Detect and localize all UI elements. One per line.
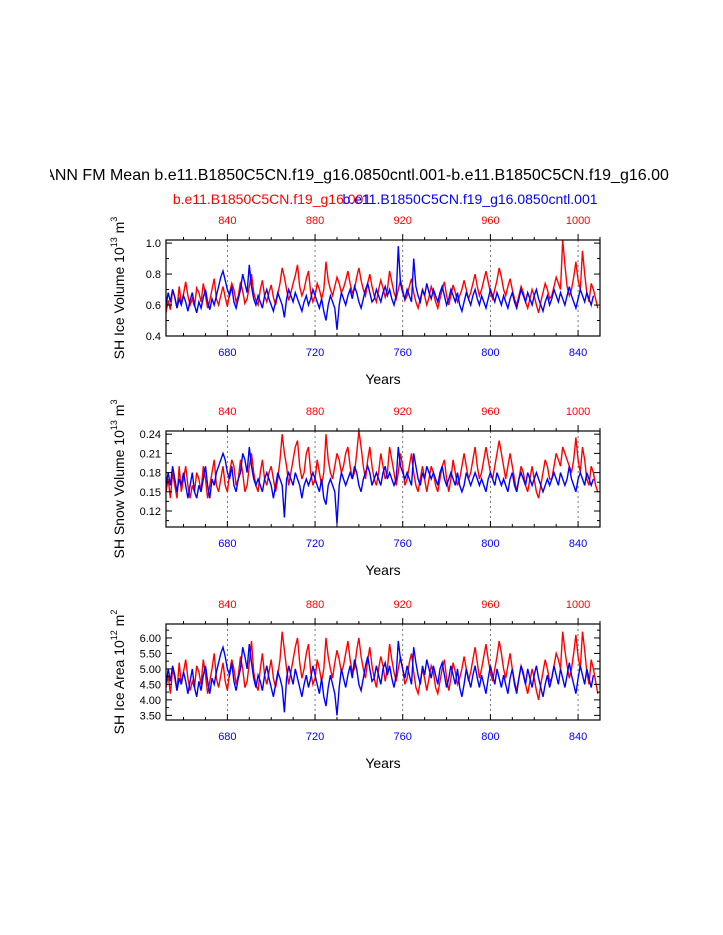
y-axis-label-part: 3 [109,400,119,405]
x-top-tick-label: 880 [306,215,324,227]
x-top-tick-label: 880 [306,599,324,611]
y-tick-label: 3.50 [140,710,161,722]
y-axis-label-part: m [111,405,127,421]
y-axis-label-part: SH Ice Area 10 [111,640,127,734]
x-bottom-tick-label: 840 [569,538,587,550]
y-axis-label: SH Snow Volume 1013 m3 [109,400,127,559]
legend-case1: b.e11.B1850C5CN.f19_g16.001 [173,191,371,207]
y-tick-label: 0.21 [140,448,161,460]
plot-frame [165,430,601,528]
y-axis-label-part: 3 [109,217,119,222]
x-top-tick-label: 880 [306,406,324,418]
x-bottom-tick-label: 840 [569,731,587,743]
x-axis-label: Years [365,755,400,771]
x-top-tick-label: 960 [481,406,499,418]
y-axis-label-part: m [111,615,127,631]
y-tick-label: 0.4 [146,331,161,343]
y-axis-label-part: 12 [109,630,119,640]
panel-2: 0.12 0.15 0.18 0.21 0.24 680 720 760 800 840 840 88… [109,400,601,578]
x-top-tick-label: 840 [218,215,236,227]
y-axis-label-part: m [111,222,127,238]
x-top-tick-label: 920 [394,599,412,611]
y-tick-label: 5.00 [140,664,161,676]
x-top-tick-label: 1000 [566,599,590,611]
x-top-tick-label: 920 [394,215,412,227]
x-bottom-tick-label: 840 [569,347,587,359]
legend-case2: b.e11.B1850C5CN.f19_g16.0850cntl.001 [342,191,597,207]
y-tick-label: 5.50 [140,648,161,660]
figure-title: ANN FM Mean b.e11.B1850C5CN.f19_g16.0850… [44,167,678,184]
panel-1: 0.4 0.6 0.8 1.0 680 720 760 800 840 840 880 920 960 1… [109,215,601,387]
y-axis-label-part: SH Ice Volume 10 [111,247,127,359]
x-top-tick-label: 840 [218,599,236,611]
x-axis-label: Years [365,371,400,387]
y-axis-label-part: SH Snow Volume 10 [111,430,127,559]
y-tick-label: 4.00 [140,695,161,707]
y-axis-label: SH Ice Volume 1013 m3 [109,217,127,360]
x-bottom-tick-label: 760 [394,731,412,743]
y-tick-label: 0.18 [140,468,161,480]
x-bottom-tick-label: 800 [481,347,499,359]
x-top-tick-label: 960 [481,215,499,227]
x-bottom-tick-label: 680 [218,538,236,550]
x-top-tick-label: 1000 [566,215,590,227]
y-tick-label: 0.24 [140,429,161,441]
plot-frame [165,239,601,337]
series-line-case1 [166,431,599,499]
x-bottom-tick-label: 680 [218,731,236,743]
series-line-case1 [166,631,599,701]
x-bottom-tick-label: 680 [218,347,236,359]
plot-frame [165,623,601,721]
x-bottom-tick-label: 800 [481,731,499,743]
x-top-tick-label: 960 [481,599,499,611]
x-bottom-tick-label: 720 [306,538,324,550]
x-axis-label: Years [365,562,400,578]
y-tick-label: 6.00 [140,633,161,645]
panel-3: 3.50 4.00 4.50 5.00 5.50 6.00 680 720 760 800 840 8… [109,599,601,771]
y-axis-label: SH Ice Area 1012 m2 [109,610,127,735]
y-tick-label: 0.6 [146,300,161,312]
y-tick-label: 0.12 [140,506,161,518]
y-axis-label-part: 13 [109,420,119,430]
x-bottom-tick-label: 760 [394,538,412,550]
y-tick-label: 1.0 [146,238,161,250]
y-tick-label: 4.50 [140,679,161,691]
x-top-tick-label: 1000 [566,406,590,418]
y-axis-label-part: 2 [109,610,119,615]
series-line-case2 [166,246,595,330]
x-top-tick-label: 840 [218,406,236,418]
x-bottom-tick-label: 800 [481,538,499,550]
y-tick-label: 0.15 [140,487,161,499]
x-bottom-tick-label: 720 [306,731,324,743]
y-axis-label-part: 13 [109,237,119,247]
series-line-case2 [166,446,595,524]
x-bottom-tick-label: 760 [394,347,412,359]
y-tick-label: 0.8 [146,269,161,281]
x-bottom-tick-label: 720 [306,347,324,359]
x-top-tick-label: 920 [394,406,412,418]
series-line-case2 [166,640,595,716]
